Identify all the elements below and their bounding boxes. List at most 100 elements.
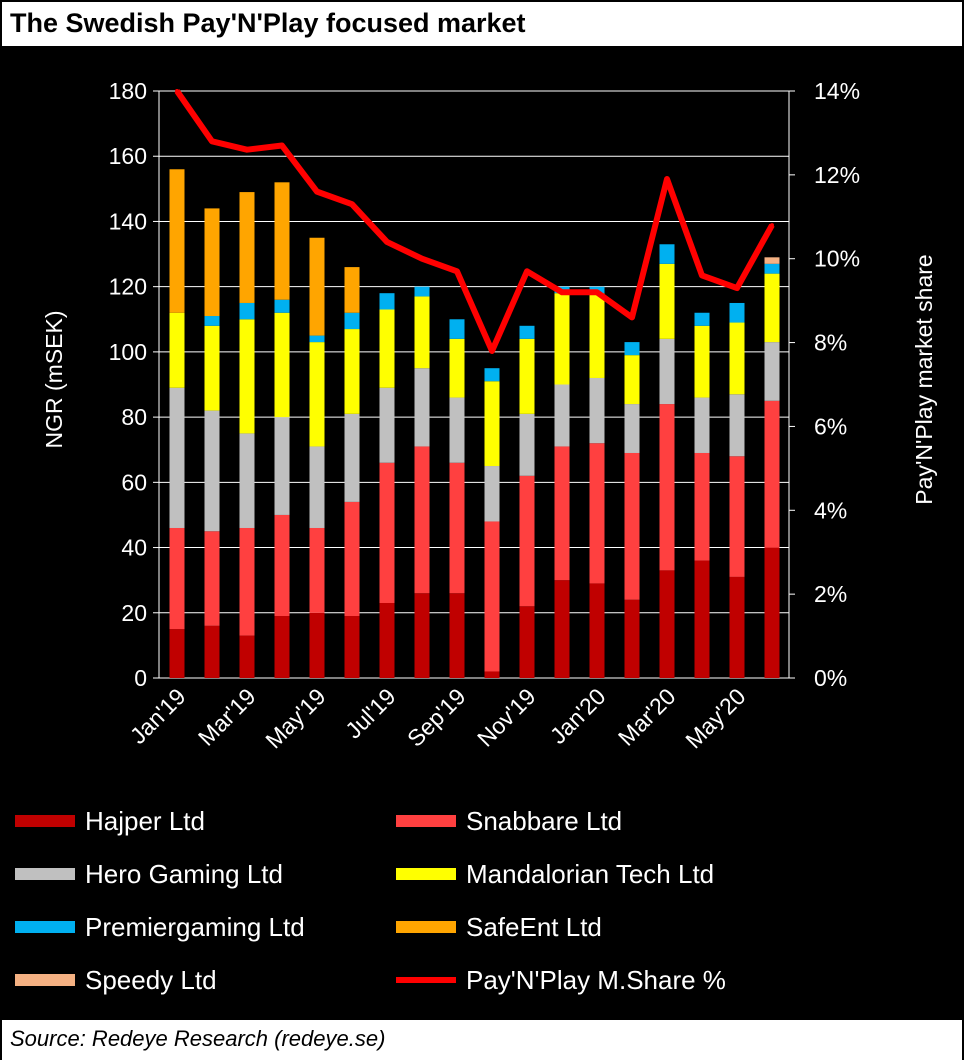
bar-segment: [344, 267, 360, 313]
bar-segment: [729, 322, 745, 395]
bar-segment: [204, 316, 220, 326]
legend-swatch: [396, 868, 456, 880]
chart-title: The Swedish Pay'N'Play focused market: [10, 8, 526, 38]
bar-segment: [344, 312, 360, 330]
bar-segment: [309, 612, 325, 678]
title-bar: The Swedish Pay'N'Play focused market: [2, 2, 962, 48]
bar-segment: [379, 462, 395, 603]
bar-segment: [204, 531, 220, 626]
bar-segment: [379, 387, 395, 463]
market-share-point: [420, 256, 424, 261]
bar-segment: [449, 462, 465, 594]
source-bar: Source: Redeye Research (redeye.se): [2, 1018, 962, 1060]
y2-tick-label: 14%: [814, 78, 860, 104]
legend-swatch: [15, 921, 75, 933]
bar-segment: [659, 244, 675, 264]
bar-segment: [554, 384, 570, 447]
market-share-point: [350, 202, 354, 207]
bar-segment: [589, 583, 605, 678]
y2-tick-label: 10%: [814, 246, 860, 272]
legend-label: Mandalorian Tech Ltd: [466, 859, 714, 889]
bar-segment: [239, 192, 255, 303]
bar-segment: [239, 527, 255, 636]
legend-swatch: [15, 868, 75, 880]
bar-segment: [764, 257, 780, 264]
bar-segment: [239, 433, 255, 528]
market-share-point: [770, 223, 774, 228]
bar-segment: [729, 576, 745, 678]
legend-label: Hero Gaming Ltd: [85, 859, 283, 889]
bar-segment: [169, 387, 185, 528]
bar-segment: [694, 397, 710, 453]
bar-segment: [624, 452, 640, 600]
bar-segment: [589, 443, 605, 584]
market-share-point: [280, 143, 284, 148]
bar-segment: [519, 338, 535, 414]
bar-segment: [694, 452, 710, 561]
bar-segment: [239, 302, 255, 320]
bar-segment: [274, 616, 290, 678]
bar-segment: [169, 527, 185, 630]
bar-segment: [624, 342, 640, 356]
bar-segment: [519, 325, 535, 339]
y2-axis-title: Pay'N'Play market share: [911, 254, 937, 504]
bar-segment: [764, 400, 780, 548]
bar-segment: [309, 335, 325, 343]
legend-swatch: [396, 921, 456, 933]
market-share-point: [385, 239, 389, 244]
x-tick-label: Jan'20: [545, 683, 611, 749]
y-tick-label: 100: [109, 339, 147, 365]
bar-segment: [484, 521, 500, 672]
bar-segment: [624, 355, 640, 405]
market-share-point: [665, 177, 669, 182]
bar-segment: [484, 381, 500, 467]
market-share-point: [735, 286, 739, 291]
bar-segment: [694, 325, 710, 398]
bar-segment: [309, 237, 325, 336]
x-tick-label: Mar'20: [613, 683, 681, 751]
legend-label: SafeEnt Ltd: [466, 912, 602, 942]
bar-segment: [449, 319, 465, 339]
legend-swatch: [396, 815, 456, 827]
y2-tick-label: 4%: [814, 497, 847, 523]
bar-segment: [449, 593, 465, 678]
bar-segment: [309, 527, 325, 613]
legend-label: Hajper Ltd: [85, 806, 205, 836]
bar-segment: [274, 514, 290, 617]
bar-segment: [729, 302, 745, 323]
bar-segment: [204, 410, 220, 532]
bar-segment: [379, 602, 395, 678]
bar-segment: [169, 629, 185, 678]
bar-segment: [309, 446, 325, 528]
y2-tick-label: 12%: [814, 162, 860, 188]
bar-segment: [414, 296, 430, 369]
x-tick-label: Sep'19: [402, 683, 471, 752]
bar-segment: [379, 293, 395, 310]
bar-segment: [519, 413, 535, 476]
bar-segment: [764, 547, 780, 678]
x-tick-label: Jan'19: [125, 683, 191, 749]
y-tick-label: 20: [121, 600, 147, 626]
market-share-point: [700, 273, 704, 278]
bar-segment: [344, 329, 360, 414]
bar-segment: [624, 599, 640, 678]
y-tick-label: 120: [109, 274, 147, 300]
bar-segment: [274, 312, 290, 418]
bar-segment: [274, 299, 290, 313]
market-share-point: [175, 89, 179, 93]
source-note: Source: Redeye Research (redeye.se): [10, 1026, 386, 1051]
bar-segment: [589, 377, 605, 444]
legend-swatch: [15, 815, 75, 827]
bar-segment: [169, 312, 185, 388]
y-axis-title: NGR (mSEK): [41, 311, 67, 449]
x-tick-label: Nov'19: [472, 683, 541, 752]
bar-segment: [274, 182, 290, 300]
market-share-point: [210, 139, 214, 144]
bar-segment: [764, 273, 780, 343]
y2-tick-label: 2%: [814, 581, 847, 607]
market-share-line: [174, 89, 775, 354]
y-tick-label: 160: [109, 143, 147, 169]
legend-swatch-line: [396, 977, 456, 983]
legend-label: Premiergaming Ltd: [85, 912, 305, 942]
